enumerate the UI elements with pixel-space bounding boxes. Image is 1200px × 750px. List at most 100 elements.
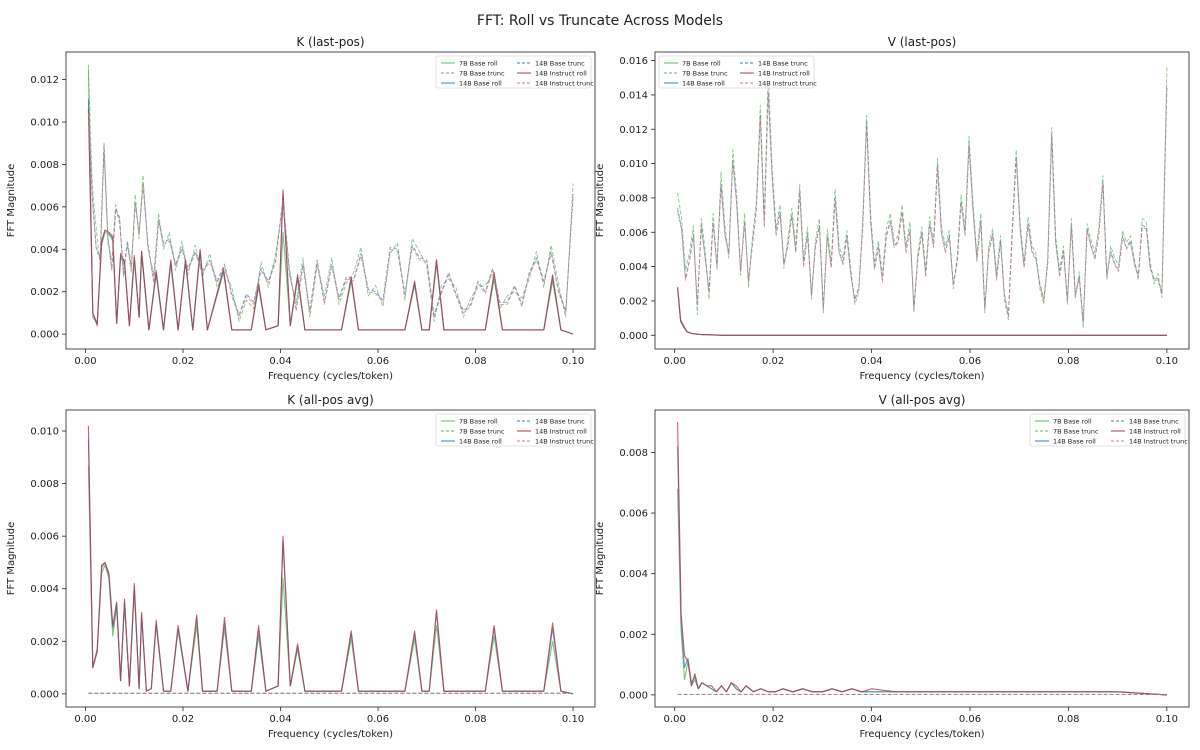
x-axis-label: Frequency (cycles/token) — [859, 729, 984, 740]
legend-label: 7B Base roll — [459, 418, 498, 426]
series-group — [677, 67, 1168, 336]
legend-label: 14B Instruct trunc — [1129, 438, 1188, 446]
y-tick-label: 0.004 — [30, 245, 59, 256]
x-tick-label: 0.10 — [1156, 356, 1178, 367]
chart-title: V (last-pos) — [888, 35, 957, 49]
legend-box — [435, 55, 592, 89]
legend-label: 7B Base roll — [1053, 418, 1092, 426]
legend-label: 7B Base trunc — [459, 70, 505, 78]
series-line-7b-base-roll — [677, 488, 1167, 696]
series-group — [677, 422, 1167, 696]
figure-title: FFT: Roll vs Truncate Across Models — [477, 13, 723, 29]
series-line-7b-base-trunc — [677, 67, 1168, 329]
x-tick-label: 0.00 — [664, 714, 686, 725]
series-line-14b-base-trunc — [87, 102, 574, 316]
series-line-7b-base-roll — [677, 287, 1167, 336]
legend-box — [435, 413, 592, 447]
series-line-14b-base-roll — [677, 288, 1167, 336]
series-line-14b-base-roll — [677, 446, 1167, 696]
legend-label: 7B Base trunc — [1053, 428, 1099, 436]
y-tick-label: 0.016 — [619, 56, 648, 67]
x-tick-label: 0.02 — [172, 356, 194, 367]
x-tick-label: 0.08 — [1057, 714, 1079, 725]
legend-label: 7B Base roll — [682, 60, 721, 68]
x-tick-label: 0.08 — [1057, 356, 1079, 367]
y-tick-label: 0.000 — [619, 331, 648, 342]
y-tick-label: 0.014 — [619, 90, 648, 101]
plot-frame — [65, 409, 596, 708]
y-axis-label: FFT Magnitude — [6, 522, 17, 596]
series-line-14b-instruct-trunc — [87, 113, 574, 318]
chart-panel-1: K (last-pos) 0.00 0.02 0.04 0.06 0.08 0.10 0.00… — [6, 35, 596, 382]
y-tick-label: 0.008 — [30, 160, 59, 171]
legend-box — [1029, 413, 1186, 447]
x-tick-label: 0.10 — [1156, 714, 1178, 725]
series-group — [87, 64, 574, 335]
x-tick-label: 0.08 — [464, 714, 486, 725]
chart-panel-2: V (last-pos) 0.00 0.02 0.04 0.06 0.08 0.10 0.00… — [595, 35, 1190, 382]
chart-title: V (all-pos avg) — [879, 393, 966, 407]
y-tick-label: 0.010 — [30, 427, 59, 438]
legend-label: 14B Base roll — [1053, 438, 1096, 446]
legend-label: 7B Base roll — [459, 60, 498, 68]
x-axis-label: Frequency (cycles/token) — [268, 729, 393, 740]
x-tick-label: 0.04 — [269, 356, 291, 367]
y-tick-label: 0.002 — [619, 296, 648, 307]
y-tick-label: 0.008 — [619, 193, 648, 204]
legend-label: 14B Instruct trunc — [758, 80, 817, 88]
y-tick-label: 0.004 — [619, 569, 648, 580]
series-line-14b-instruct-roll — [87, 425, 574, 695]
legend-label: 7B Base trunc — [682, 70, 728, 78]
x-tick-label: 0.00 — [74, 714, 96, 725]
legend-label: 14B Instruct roll — [535, 428, 587, 436]
y-tick-label: 0.012 — [30, 75, 59, 86]
legend-label: 14B Base roll — [682, 80, 725, 88]
legend: 7B Base roll 7B Base trunc 14B Base roll 14… — [658, 55, 817, 89]
plot-frame — [654, 51, 1190, 350]
y-axis-label: FFT Magnitude — [595, 522, 606, 596]
x-tick-label: 0.06 — [367, 714, 389, 725]
y-tick-label: 0.006 — [30, 532, 59, 543]
x-tick-label: 0.02 — [762, 356, 784, 367]
x-tick-label: 0.02 — [762, 714, 784, 725]
legend-label: 14B Instruct roll — [535, 70, 587, 78]
series-line-14b-base-trunc — [677, 84, 1168, 322]
series-line-14b-instruct-trunc — [677, 88, 1168, 324]
legend-label: 14B Base trunc — [758, 60, 808, 68]
y-axis-label: FFT Magnitude — [595, 164, 606, 238]
y-tick-label: 0.000 — [619, 690, 648, 701]
legend: 7B Base roll 7B Base trunc 14B Base roll 14… — [1029, 413, 1188, 447]
legend-label: 7B Base trunc — [459, 428, 505, 436]
x-tick-label: 0.04 — [860, 356, 882, 367]
series-line-14b-base-roll — [87, 438, 574, 695]
x-tick-label: 0.10 — [562, 714, 584, 725]
x-tick-label: 0.06 — [367, 356, 389, 367]
y-tick-label: 0.006 — [619, 509, 648, 520]
y-tick-label: 0.004 — [619, 262, 648, 273]
y-tick-label: 0.000 — [30, 330, 59, 341]
series-line-7b-base-trunc — [87, 64, 574, 322]
y-tick-label: 0.012 — [619, 125, 648, 136]
chart-panel-4: V (all-pos avg) 0.00 0.02 0.04 0.06 0.08 0.10 0… — [595, 393, 1190, 740]
y-tick-label: 0.006 — [619, 228, 648, 239]
subplot-grid: K (last-pos) 0.00 0.02 0.04 0.06 0.08 0.10 0.00… — [6, 35, 1190, 740]
series-line-14b-instruct-roll — [87, 109, 574, 335]
x-tick-label: 0.04 — [860, 714, 882, 725]
x-tick-label: 0.02 — [172, 714, 194, 725]
chart-title: K (all-pos avg) — [287, 393, 374, 407]
series-line-7b-base-roll — [87, 68, 574, 335]
x-tick-label: 0.00 — [664, 356, 686, 367]
x-axis-label: Frequency (cycles/token) — [268, 371, 393, 382]
legend-label: 14B Base trunc — [535, 60, 585, 68]
series-line-14b-instruct-roll — [677, 422, 1167, 696]
y-tick-label: 0.004 — [30, 584, 59, 595]
x-axis-label: Frequency (cycles/token) — [859, 371, 984, 382]
x-tick-label: 0.04 — [269, 714, 291, 725]
legend-label: 14B Base roll — [459, 80, 502, 88]
series-line-7b-base-roll — [87, 465, 574, 695]
y-tick-label: 0.010 — [30, 118, 59, 129]
y-tick-label: 0.006 — [30, 202, 59, 213]
y-tick-label: 0.008 — [619, 448, 648, 459]
y-tick-label: 0.002 — [619, 630, 648, 641]
